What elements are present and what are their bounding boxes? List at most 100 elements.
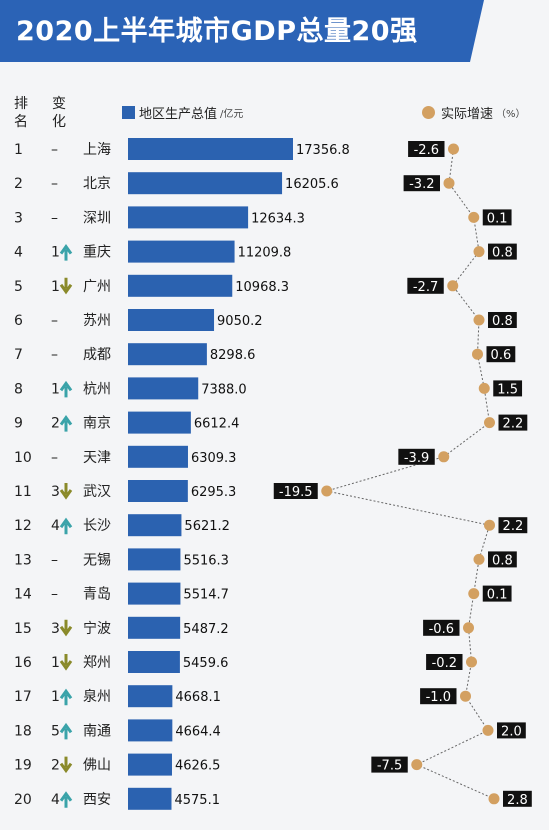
growth-dot: [484, 519, 495, 531]
gdp-bar: [128, 240, 235, 263]
change-label: –: [51, 450, 58, 466]
city-label: 重庆: [83, 245, 111, 261]
growth-dot: [488, 793, 500, 805]
city-label: 南京: [83, 416, 111, 432]
gdp-bar: [128, 138, 293, 160]
change-label: –: [51, 142, 58, 158]
gdp-value-label: 5516.3: [183, 553, 229, 568]
legend-dot-swatch: [422, 106, 435, 119]
growth-dot: [460, 690, 471, 702]
gdp-value-label: 12634.3: [251, 211, 305, 226]
growth-value-label: -2.6: [414, 143, 439, 158]
city-label: 杭州: [83, 381, 111, 397]
rank-label: 16: [14, 655, 32, 671]
growth-label-box: [423, 619, 460, 636]
growth-label-box: [503, 790, 532, 807]
up-arrow-icon: [59, 688, 73, 706]
gdp-bar: [128, 206, 249, 229]
growth-label-box: [273, 483, 318, 499]
city-label: 天津: [83, 450, 111, 466]
rank-label: 5: [14, 279, 23, 295]
legend-growth: 实际增速 （%）: [422, 103, 526, 122]
growth-value-label: 0.8: [492, 246, 513, 261]
change-label: 4: [51, 518, 60, 534]
growth-dot: [443, 177, 455, 189]
down-arrow-icon: [59, 756, 73, 774]
rank-label: 14: [14, 587, 32, 603]
growth-label-box: [398, 448, 435, 465]
growth-label-box: [488, 551, 517, 568]
city-label: 北京: [83, 176, 111, 192]
growth-label-box: [482, 585, 512, 602]
up-arrow-icon: [59, 791, 73, 808]
growth-dot: [438, 451, 450, 463]
gdp-bar: [128, 274, 233, 297]
down-arrow-icon: [59, 277, 73, 295]
rank-label: 9: [14, 416, 23, 432]
gdp-bar: [128, 343, 207, 366]
rank-label: 4: [14, 245, 23, 261]
growth-label-box: [488, 312, 517, 328]
gdp-bar: [128, 616, 181, 639]
change-label: –: [51, 347, 58, 363]
growth-value-label: 2.8: [507, 793, 528, 808]
city-label: 宁波: [83, 620, 111, 637]
chart-title: 2020上半年城市GDP总量20强: [16, 16, 418, 47]
gdp-bar: [128, 480, 188, 502]
up-arrow-icon: [59, 380, 73, 398]
growth-dot: [484, 417, 495, 429]
growth-label-box: [371, 756, 408, 773]
rank-label: 11: [14, 484, 32, 500]
gdp-value-label: 4575.1: [174, 793, 220, 808]
rank-label: 8: [14, 381, 23, 397]
growth-dot: [473, 314, 485, 326]
city-label: 长沙: [83, 518, 111, 534]
gdp-bar: [128, 685, 173, 708]
growth-dot: [463, 622, 474, 634]
up-arrow-icon: [59, 722, 73, 740]
growth-dot: [473, 553, 485, 565]
growth-value-label: -0.6: [429, 622, 454, 637]
legend-bar-label: 地区生产总值: [139, 107, 218, 122]
city-label: 苏州: [83, 313, 111, 329]
change-header-line1: 变: [52, 96, 66, 112]
growth-dot: [466, 656, 477, 668]
gdp-value-label: 5487.2: [183, 622, 229, 637]
growth-dot: [468, 588, 480, 600]
rank-label: 1: [14, 142, 23, 158]
city-label: 西安: [83, 792, 111, 808]
rank-label: 19: [14, 758, 32, 774]
gdp-bar: [128, 411, 191, 434]
gdp-value-label: 6309.3: [191, 451, 237, 466]
growth-value-label: 1.5: [497, 382, 518, 397]
growth-value-label: -3.2: [409, 177, 434, 192]
growth-label-box: [493, 380, 523, 397]
change-label: 4: [51, 792, 60, 808]
city-label: 泉州: [83, 688, 111, 705]
rank-header: 排 名: [14, 95, 28, 131]
change-label: 1: [51, 655, 60, 671]
gdp-bar: [128, 445, 188, 468]
city-label: 深圳: [83, 210, 111, 226]
legend-bar-swatch: [122, 106, 135, 119]
growth-dot: [472, 348, 483, 360]
growth-value-label: -2.7: [413, 280, 438, 295]
growth-label-box: [426, 654, 463, 670]
rank-label: 10: [14, 450, 32, 466]
growth-dot: [482, 724, 494, 736]
city-label: 南通: [83, 723, 111, 739]
rank-label: 15: [14, 621, 32, 637]
rank-label: 3: [14, 210, 23, 226]
change-header: 变 化: [52, 95, 66, 131]
gdp-value-label: 5621.2: [184, 519, 230, 534]
city-label: 广州: [83, 279, 111, 295]
gdp-value-label: 4668.1: [175, 690, 221, 705]
gdp-value-label: 17356.8: [296, 143, 350, 158]
change-label: 1: [51, 245, 60, 261]
growth-value-label: -7.5: [377, 759, 402, 774]
legend-bar-unit: /亿元: [220, 109, 244, 120]
growth-dot: [473, 246, 485, 258]
title-banner: 2020上半年城市GDP总量20强: [0, 0, 549, 62]
gdp-value-label: 4664.4: [175, 724, 221, 739]
